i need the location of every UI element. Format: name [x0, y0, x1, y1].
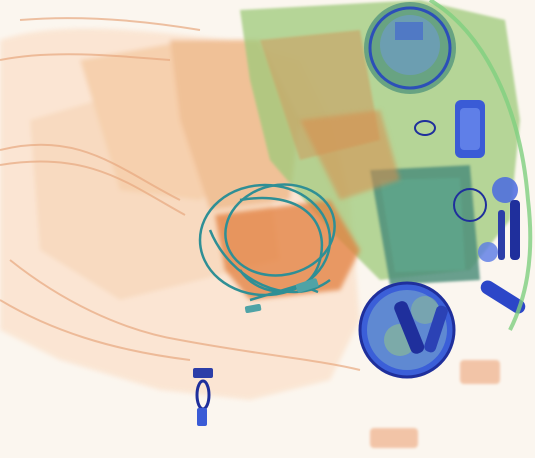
round-metal-container-bottom: [358, 281, 456, 379]
bag-straps: [0, 17, 361, 371]
cable-plug: [295, 278, 319, 293]
bottom-items: [370, 360, 500, 448]
small-ring: [414, 120, 436, 136]
cable-plug-small: [244, 303, 262, 314]
battery-cylinder: [455, 100, 485, 158]
round-metal-container-top: [364, 2, 456, 94]
keys-cluster: [453, 177, 520, 262]
metal-rod: [480, 280, 526, 314]
dense-organic-item: [215, 110, 400, 300]
bag-edge: [428, 0, 533, 331]
zipper-pull: [193, 368, 213, 426]
